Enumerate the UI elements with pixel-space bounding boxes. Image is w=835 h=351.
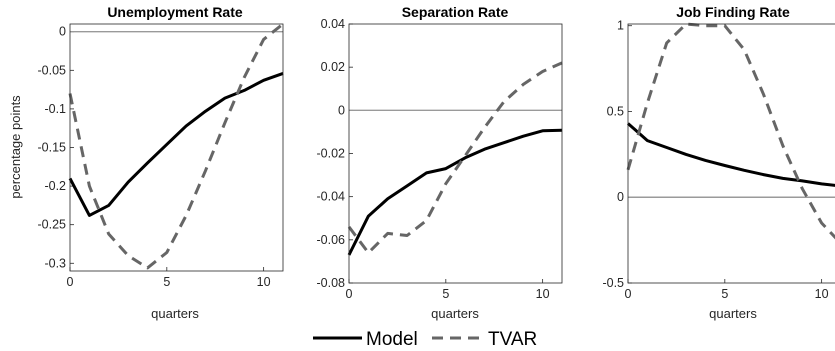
y-tick-label: -0.2 [44,179,66,193]
y-tick-label: -0.1 [44,102,66,116]
y-tick-label: -0.25 [38,218,67,232]
y-tick-label: 0.02 [321,60,345,74]
series-lines [68,22,284,270]
x-axis-label: quarters [431,306,479,321]
x-axis-label: quarters [709,306,757,321]
chart-title: Separation Rate [402,4,509,20]
x-tick-label: 5 [163,275,170,289]
x-tick-label: 10 [815,287,829,301]
y-ticks: 1 0.5 0 -0.5 [602,19,632,290]
chart-panel-separation: Separation Rate 0.04 0.02 0 -0.02 -0.04 -0.06… [317,4,563,321]
x-tick-label: 5 [721,287,728,301]
x-tick-label: 10 [257,275,271,289]
y-tick-label: 0 [59,25,66,39]
chart-panel-unemployment: Unemployment Rate 0 -0.05 -0.1 -0.15 -0.2 -0.… [8,4,284,321]
legend-label-model: Model [366,329,418,350]
x-tick-label: 0 [625,287,632,301]
y-tick-label: -0.15 [38,141,67,155]
y-tick-label: 0 [338,103,345,117]
series-line-model [627,122,835,187]
chart-title: Job Finding Rate [676,4,790,20]
plot-area [628,24,835,283]
series-line-tvar [68,22,284,270]
plot-area [349,24,562,283]
y-axis-label: percentage points [8,95,23,199]
x-tick-label: 0 [67,275,74,289]
plot-frame [627,23,835,284]
y-tick-label: 0.04 [321,17,345,31]
series-line-tvar [347,61,563,255]
y-tick-label: -0.5 [602,276,624,290]
y-tick-label: -0.05 [38,63,67,77]
x-ticks: 0 5 10 [625,279,829,301]
series-lines [626,22,835,240]
x-axis-label: quarters [151,306,199,321]
y-ticks: 0 -0.05 -0.1 -0.15 -0.2 -0.25 -0.3 [38,25,74,270]
y-tick-label: -0.08 [317,276,346,290]
series-lines [347,61,563,256]
y-tick-label: -0.3 [44,256,66,270]
x-tick-label: 5 [442,287,449,301]
y-tick-label: 0 [617,190,624,204]
x-tick-label: 10 [536,287,550,301]
series-line-model [68,71,284,217]
legend: Model TVAR [313,329,537,350]
y-tick-label: -0.06 [317,233,346,247]
series-line-model [347,128,563,256]
x-tick-label: 0 [346,287,353,301]
chart-title: Unemployment Rate [107,4,243,20]
y-tick-label: 0.5 [607,104,624,118]
y-ticks: 0.04 0.02 0 -0.02 -0.04 -0.06 -0.08 [317,17,353,290]
legend-label-tvar: TVAR [488,329,537,350]
y-tick-label: -0.02 [317,147,346,161]
y-tick-label: -0.04 [317,190,346,204]
chart-panel-job-finding: Job Finding Rate 10.50-0.5 0 5 10 quarters [602,4,835,321]
y-tick-label: 1 [617,19,624,33]
series-line-tvar [626,22,835,240]
plot-area [70,24,283,271]
plot-frame [69,23,284,272]
plot-frame [348,23,563,284]
